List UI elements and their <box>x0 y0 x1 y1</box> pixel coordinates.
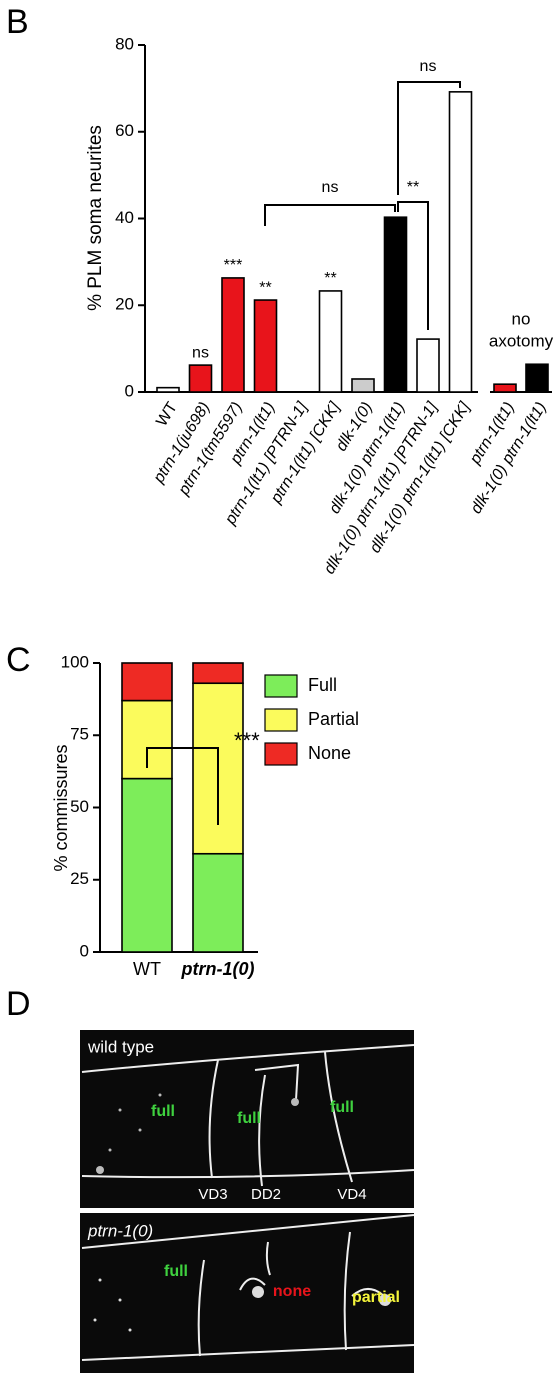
significance-label: *** <box>224 257 243 274</box>
comparison-label: ns <box>420 58 437 75</box>
y-tick-label: 25 <box>70 869 89 888</box>
y-tick-label: 20 <box>115 295 134 314</box>
image-title: wild type <box>87 1037 154 1056</box>
y-tick-label: 0 <box>125 381 134 400</box>
significance-label: ** <box>324 270 336 287</box>
bar-segment <box>122 663 172 701</box>
y-tick-label: 0 <box>80 941 89 960</box>
comparison-bracket <box>265 205 395 226</box>
y-tick-label: 80 <box>115 34 134 53</box>
bar <box>352 379 374 392</box>
neuron-label: DD2 <box>251 1186 281 1203</box>
neuron-label: VD3 <box>198 1186 227 1203</box>
legend-swatch <box>265 709 297 731</box>
neuron-label: VD4 <box>337 1186 366 1203</box>
legend-swatch <box>265 743 297 765</box>
bar <box>190 365 212 392</box>
y-tick-label: 50 <box>70 797 89 816</box>
significance-label: ** <box>259 279 271 296</box>
bar <box>222 278 244 392</box>
panel-label: B <box>6 3 29 41</box>
panel-label: C <box>6 641 31 679</box>
image-label: none <box>273 1283 311 1300</box>
significance-label: ns <box>192 344 209 361</box>
bar <box>255 300 277 392</box>
y-axis-label: % PLM soma neurites <box>85 125 106 311</box>
bar <box>417 339 439 392</box>
image-label: full <box>164 1263 188 1280</box>
figure: B % PLM soma neurites C % commissures D … <box>0 0 556 1381</box>
image-label: full <box>151 1103 175 1120</box>
y-tick-label: 75 <box>70 725 89 744</box>
bar-segment <box>193 854 243 952</box>
comparison-label: ** <box>407 179 419 196</box>
comparison-label: *** <box>234 728 260 753</box>
bar-segment <box>193 663 243 683</box>
group-label: axotomy <box>489 331 554 350</box>
legend-label: None <box>308 743 351 763</box>
legend-label: Full <box>308 675 337 695</box>
bar <box>320 291 342 392</box>
image-label: partial <box>352 1289 400 1306</box>
legend-swatch <box>265 675 297 697</box>
image-title: ptrn-1(0) <box>87 1221 153 1240</box>
panel-label: D <box>6 985 31 1023</box>
comparison-label: ns <box>322 179 339 196</box>
image-label: full <box>330 1099 354 1116</box>
group-label: no <box>512 309 531 328</box>
bar <box>450 92 472 392</box>
bar <box>494 384 516 392</box>
legend-label: Partial <box>308 709 359 729</box>
bar-segment <box>122 779 172 952</box>
bar <box>157 388 179 392</box>
bar <box>385 217 407 392</box>
y-axis-label: % commissures <box>51 744 71 871</box>
y-tick-label: 60 <box>115 121 134 140</box>
x-tick-label: WT <box>153 399 181 429</box>
x-tick-label: WT <box>133 959 161 979</box>
bar <box>526 364 548 392</box>
image-label: full <box>237 1110 261 1127</box>
y-tick-label: 100 <box>61 652 89 671</box>
y-tick-label: 40 <box>115 208 134 227</box>
x-tick-label: ptrn-1(0) <box>181 959 255 979</box>
